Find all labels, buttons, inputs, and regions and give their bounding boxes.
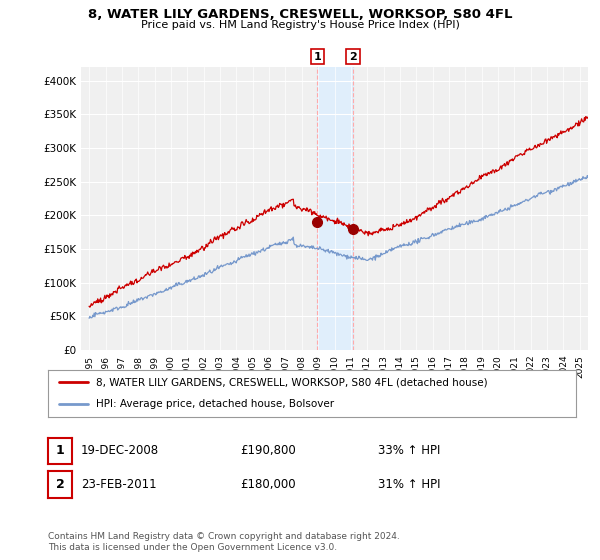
Text: 8, WATER LILY GARDENS, CRESWELL, WORKSOP, S80 4FL (detached house): 8, WATER LILY GARDENS, CRESWELL, WORKSOP…: [95, 377, 487, 388]
Text: £190,800: £190,800: [240, 444, 296, 458]
Text: 8, WATER LILY GARDENS, CRESWELL, WORKSOP, S80 4FL: 8, WATER LILY GARDENS, CRESWELL, WORKSOP…: [88, 8, 512, 21]
Text: £180,000: £180,000: [240, 478, 296, 491]
Text: 1: 1: [56, 444, 64, 458]
Text: Contains HM Land Registry data © Crown copyright and database right 2024.
This d: Contains HM Land Registry data © Crown c…: [48, 532, 400, 552]
Text: 19-DEC-2008: 19-DEC-2008: [81, 444, 159, 458]
Text: 2: 2: [349, 52, 357, 62]
Text: 1: 1: [314, 52, 322, 62]
Text: Price paid vs. HM Land Registry's House Price Index (HPI): Price paid vs. HM Land Registry's House …: [140, 20, 460, 30]
Text: 31% ↑ HPI: 31% ↑ HPI: [378, 478, 440, 491]
Text: 23-FEB-2011: 23-FEB-2011: [81, 478, 157, 491]
Text: 33% ↑ HPI: 33% ↑ HPI: [378, 444, 440, 458]
Text: 2: 2: [56, 478, 64, 491]
Bar: [317, 67, 353, 350]
Text: HPI: Average price, detached house, Bolsover: HPI: Average price, detached house, Bols…: [95, 399, 334, 409]
